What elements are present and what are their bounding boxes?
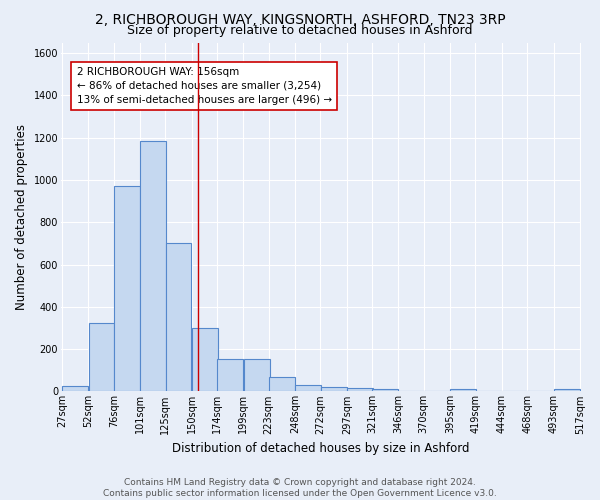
Bar xyxy=(451,389,476,392)
Bar xyxy=(554,389,580,392)
Text: 2 RICHBOROUGH WAY: 156sqm
← 86% of detached houses are smaller (3,254)
13% of se: 2 RICHBOROUGH WAY: 156sqm ← 86% of detac… xyxy=(77,67,332,105)
Y-axis label: Number of detached properties: Number of detached properties xyxy=(15,124,28,310)
X-axis label: Distribution of detached houses by size in Ashford: Distribution of detached houses by size … xyxy=(172,442,470,455)
Text: 2, RICHBOROUGH WAY, KINGSNORTH, ASHFORD, TN23 3RP: 2, RICHBOROUGH WAY, KINGSNORTH, ASHFORD,… xyxy=(95,12,505,26)
Bar xyxy=(192,328,218,392)
Bar xyxy=(244,358,269,392)
Bar xyxy=(269,376,295,392)
Bar xyxy=(62,386,88,392)
Bar xyxy=(295,385,321,392)
Bar xyxy=(89,322,115,392)
Bar xyxy=(320,387,347,392)
Bar xyxy=(347,388,373,392)
Text: Contains HM Land Registry data © Crown copyright and database right 2024.
Contai: Contains HM Land Registry data © Crown c… xyxy=(103,478,497,498)
Text: Size of property relative to detached houses in Ashford: Size of property relative to detached ho… xyxy=(127,24,473,37)
Bar xyxy=(217,358,243,392)
Bar xyxy=(166,244,191,392)
Bar xyxy=(114,186,140,392)
Bar xyxy=(373,389,398,392)
Bar xyxy=(140,141,166,392)
